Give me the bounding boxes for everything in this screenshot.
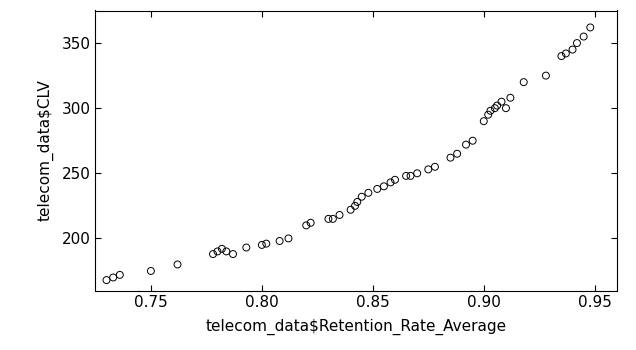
Point <box>390 177 400 183</box>
Point <box>284 236 294 241</box>
Point <box>385 180 396 185</box>
Point <box>335 212 345 218</box>
Point <box>352 199 363 205</box>
Point <box>146 268 156 274</box>
Point <box>567 47 577 52</box>
Point <box>467 138 478 144</box>
Point <box>301 223 311 228</box>
Point <box>561 51 571 56</box>
X-axis label: telecom_data$Retention_Rate_Average: telecom_data$Retention_Rate_Average <box>205 319 507 335</box>
Point <box>423 167 433 172</box>
Point <box>479 118 489 124</box>
Point <box>497 99 507 104</box>
Point <box>405 173 415 179</box>
Point <box>350 203 360 209</box>
Point <box>412 170 422 176</box>
Point <box>357 194 367 199</box>
Point <box>379 183 389 189</box>
Point <box>461 142 471 147</box>
Point <box>585 25 595 30</box>
Point <box>221 248 232 254</box>
Point <box>241 245 251 250</box>
Point <box>430 164 440 170</box>
Point <box>345 207 356 212</box>
Y-axis label: telecom_data$CLV: telecom_data$CLV <box>37 80 53 222</box>
Point <box>445 155 455 160</box>
Point <box>257 242 267 248</box>
Point <box>328 216 338 222</box>
Point <box>490 105 500 111</box>
Point <box>506 95 516 100</box>
Point <box>261 241 272 246</box>
Point <box>172 262 183 267</box>
Point <box>208 251 218 257</box>
Point <box>217 246 227 252</box>
Point <box>483 112 494 118</box>
Point <box>541 73 551 78</box>
Point <box>212 248 223 254</box>
Point <box>452 151 462 156</box>
Point <box>556 53 567 59</box>
Point <box>228 251 238 257</box>
Point <box>579 34 589 39</box>
Point <box>108 275 118 280</box>
Point <box>323 216 333 222</box>
Point <box>492 103 502 108</box>
Point <box>485 108 495 114</box>
Point <box>101 277 111 283</box>
Point <box>305 220 315 226</box>
Point <box>401 173 411 179</box>
Point <box>275 238 285 244</box>
Point <box>114 272 125 278</box>
Point <box>372 186 382 192</box>
Point <box>363 190 373 196</box>
Point <box>518 79 529 85</box>
Point <box>572 40 582 46</box>
Point <box>501 105 511 111</box>
